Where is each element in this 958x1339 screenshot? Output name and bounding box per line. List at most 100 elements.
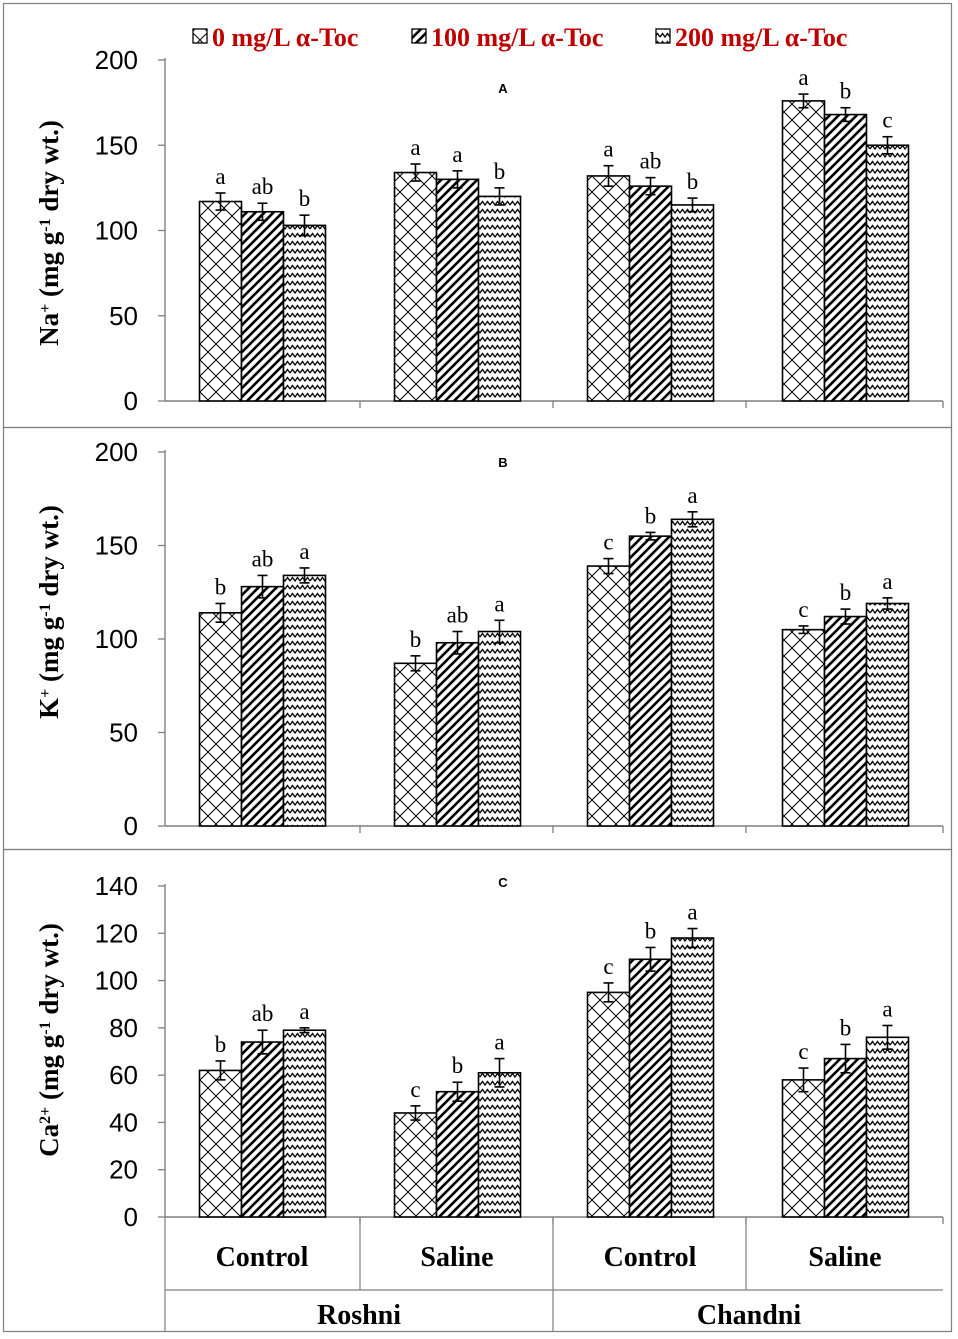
significance-letter: c [798, 1039, 808, 1064]
y-tick-label: 100 [95, 216, 138, 246]
bar-series-1 [435, 641, 480, 827]
y-tick-label: 100 [95, 966, 138, 996]
significance-letter: b [452, 1053, 464, 1078]
y-tick-label: 60 [109, 1060, 138, 1090]
significance-letter: c [603, 530, 613, 555]
y-tick-label: 50 [109, 301, 138, 331]
significance-letter: a [687, 483, 697, 508]
bar-series-1 [240, 210, 285, 402]
panel-c-frame [2, 848, 953, 1333]
category-label: Control [604, 1242, 697, 1273]
significance-letter: a [410, 135, 420, 160]
bar-series-2 [282, 224, 327, 402]
legend-label-0: 0 mg/L α-Toc [212, 23, 358, 52]
bar-series-1 [823, 113, 868, 402]
panel-b-letter: B [498, 455, 507, 470]
legend-swatch-1 [411, 28, 427, 44]
panel-c-letter: C [498, 875, 508, 890]
legend-label-1: 100 mg/L α-Toc [431, 23, 603, 52]
category-label: Saline [808, 1242, 881, 1273]
bar-series-2 [477, 630, 522, 827]
y-tick-label: 0 [124, 386, 138, 416]
significance-letter: a [603, 137, 613, 162]
significance-letter: c [882, 108, 892, 133]
bar-series-2 [670, 518, 715, 827]
significance-letter: b [215, 1032, 227, 1057]
significance-letter: ab [640, 149, 662, 174]
bar-series-0 [586, 565, 631, 827]
bar-series-0 [586, 991, 631, 1218]
legend-item-1: 100 mg/L α-Toc [411, 23, 603, 52]
significance-letter: ab [447, 603, 469, 628]
significance-letter: c [410, 1077, 420, 1102]
bar-series-2 [865, 602, 910, 827]
bar-series-0 [781, 1079, 826, 1218]
significance-letter: b [494, 159, 506, 184]
panel-a-ylabel: Na+ (mg g-1 dry wt.) [34, 120, 64, 346]
significance-letter: ab [252, 546, 274, 571]
x-category-table: Control Saline Control Saline Roshni Cha… [164, 1217, 943, 1331]
bar-series-1 [628, 535, 673, 827]
y-tick-label: 100 [95, 624, 138, 654]
panel-b-ylabel: K+ (mg g-1 dry wt.) [34, 505, 64, 719]
category-label: Saline [420, 1242, 493, 1273]
bar-series-1 [435, 178, 480, 402]
bar-series-0 [198, 612, 243, 827]
legend-item-2: 200 mg/L α-Toc [655, 23, 847, 52]
y-tick-label: 150 [95, 531, 138, 561]
y-tick-label: 0 [124, 811, 138, 841]
significance-letter: b [840, 580, 852, 605]
significance-letter: a [494, 1030, 504, 1055]
y-tick-label: 140 [95, 871, 138, 901]
bar-series-0 [781, 100, 826, 402]
y-tick-label: 150 [95, 130, 138, 160]
bar-series-0 [198, 200, 243, 402]
significance-letter: a [452, 142, 462, 167]
group-label: Roshni [317, 1300, 401, 1331]
significance-letter: b [840, 79, 852, 104]
significance-letter: a [299, 999, 309, 1024]
y-tick-label: 200 [95, 437, 138, 467]
bar-series-2 [670, 204, 715, 402]
bar-series-0 [393, 171, 438, 402]
bar-series-1 [628, 185, 673, 402]
significance-letter: b [215, 574, 227, 599]
legend-swatch-0 [192, 28, 208, 44]
y-tick-label: 200 [95, 45, 138, 75]
y-tick-label: 50 [109, 718, 138, 748]
bar-series-2 [865, 1036, 910, 1218]
bar-series-2 [282, 1029, 327, 1218]
significance-letter: b [645, 918, 657, 943]
y-tick-label: 40 [109, 1107, 138, 1137]
panel-c-ylabel: Ca2+ (mg g-1 dry wt.) [34, 923, 64, 1157]
significance-letter: a [215, 164, 225, 189]
bar-series-0 [586, 175, 631, 402]
bar-series-0 [198, 1069, 243, 1218]
bar-series-0 [781, 628, 826, 827]
significance-letter: b [299, 186, 311, 211]
legend: 0 mg/L α-Toc 100 mg/L α-Toc 200 mg/L α-T… [192, 23, 847, 52]
legend-item-0: 0 mg/L α-Toc [192, 23, 358, 52]
bar-series-2 [865, 144, 910, 402]
significance-letter: a [882, 569, 892, 594]
significance-letter: a [687, 900, 697, 925]
bar-series-0 [393, 662, 438, 827]
y-tick-label: 120 [95, 918, 138, 948]
significance-letter: a [299, 539, 309, 564]
category-label: Control [216, 1242, 309, 1273]
group-label: Chandni [697, 1300, 802, 1331]
panel-a-letter: A [498, 81, 508, 96]
significance-letter: c [603, 954, 613, 979]
bar-series-2 [670, 937, 715, 1218]
bar-series-1 [823, 1057, 868, 1218]
y-tick-label: 80 [109, 1013, 138, 1043]
y-tick-label: 0 [124, 1202, 138, 1232]
bar-series-2 [282, 574, 327, 827]
y-tick-label: 20 [109, 1155, 138, 1185]
bar-series-2 [477, 1071, 522, 1218]
bar-series-1 [435, 1090, 480, 1218]
significance-letter: ab [252, 174, 274, 199]
